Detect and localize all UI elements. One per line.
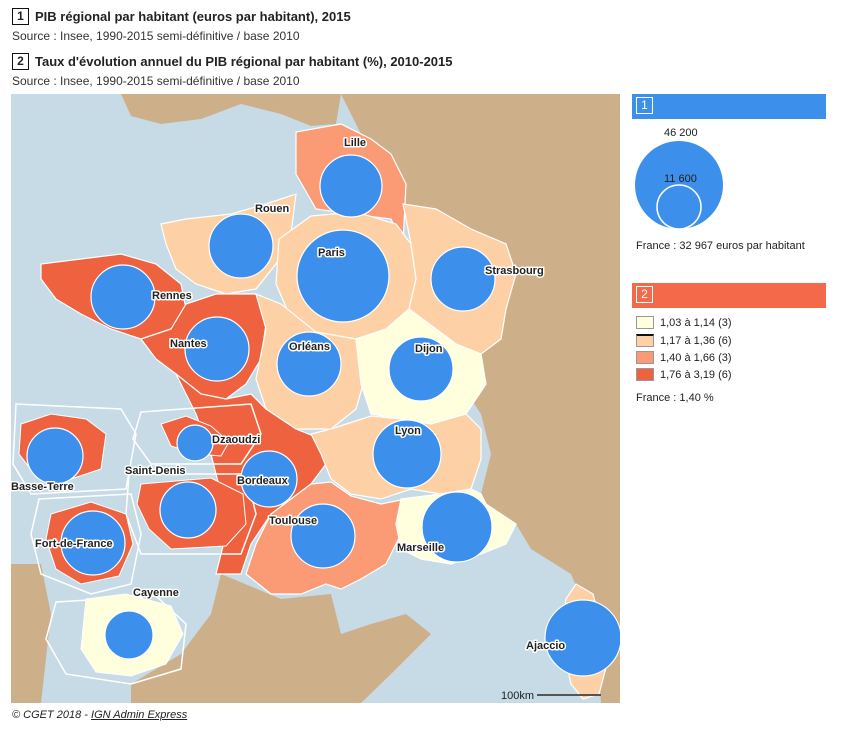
gdp-circle-9[interactable] bbox=[372, 419, 442, 489]
gdp-circle-3[interactable] bbox=[296, 229, 390, 323]
scale-label: 100km bbox=[501, 690, 534, 702]
city-label-5: Rennes bbox=[152, 290, 192, 302]
gdp-circle-17[interactable] bbox=[60, 510, 126, 576]
city-label-17: Fort-de-France bbox=[35, 538, 113, 550]
gdp-circle-4[interactable] bbox=[430, 246, 496, 312]
gdp-circle-14[interactable] bbox=[176, 424, 214, 462]
legend2-class-1: 1,03 à 1,14 (3) bbox=[636, 316, 732, 329]
map2-title-row: 2 Taux d'évolution annuel du PIB régiona… bbox=[12, 53, 453, 70]
gdp-circle-13[interactable] bbox=[544, 599, 620, 677]
legend2-number: 2 bbox=[636, 286, 653, 303]
gdp-circle-18[interactable] bbox=[104, 610, 154, 660]
land-spain bbox=[131, 574, 431, 703]
gdp-circle-15[interactable] bbox=[159, 481, 217, 539]
legend1-header: 1 bbox=[632, 94, 826, 119]
gdp-circle-7[interactable] bbox=[276, 331, 342, 397]
gdp-circle-12[interactable] bbox=[421, 491, 493, 563]
map-canvas[interactable]: Lille Rouen Paris Strasbourg Rennes Nantes Orl… bbox=[11, 94, 620, 703]
legend2-class-2: 1,17 à 1,36 (6) bbox=[636, 334, 732, 347]
label-layer: Lille Rouen Paris Strasbourg Rennes Nantes Orl… bbox=[11, 136, 567, 654]
city-label-9: Lyon bbox=[395, 425, 421, 437]
land-north bbox=[121, 94, 341, 126]
inset-frame-martinique bbox=[30, 493, 142, 595]
gdp-circle-10[interactable] bbox=[240, 450, 298, 508]
legend2-label-2: 1,17 à 1,36 (6) bbox=[660, 334, 732, 347]
city-label-2: Rouen bbox=[255, 203, 290, 215]
inset-frame-mayotte bbox=[132, 403, 262, 465]
map1-source: Source : Insee, 1990-2015 semi-définitiv… bbox=[12, 29, 300, 43]
gdp-circle-11[interactable] bbox=[290, 503, 356, 569]
city-label-4: Strasbourg bbox=[485, 265, 544, 277]
gdp-circle-16[interactable] bbox=[26, 427, 84, 485]
legend2-france-note: France : 1,40 % bbox=[636, 392, 714, 404]
gdp-circle-2[interactable] bbox=[208, 213, 274, 279]
gdp-circle-5[interactable] bbox=[90, 264, 156, 330]
legend2-label-4: 1,76 à 3,19 (6) bbox=[660, 368, 732, 381]
map1-number: 1 bbox=[12, 8, 29, 25]
legend1-number: 1 bbox=[636, 97, 653, 114]
legend2-label-3: 1,40 à 1,66 (3) bbox=[660, 351, 732, 364]
legend2-swatch-2 bbox=[636, 334, 654, 347]
legend2-class-4: 1,76 à 3,19 (6) bbox=[636, 368, 732, 381]
legend1-big-value: 46 200 bbox=[664, 127, 698, 139]
legend2-swatch-4 bbox=[636, 368, 654, 381]
city-label-10: Bordeaux bbox=[237, 475, 289, 487]
land-east bbox=[341, 94, 620, 703]
city-label-16: Basse-Terre bbox=[11, 481, 74, 493]
legend2-label-1: 1,03 à 1,14 (3) bbox=[660, 316, 732, 329]
city-label-3: Paris bbox=[318, 247, 345, 259]
legend2-header: 2 bbox=[632, 283, 826, 308]
city-label-1: Lille bbox=[344, 137, 366, 149]
footer: © CGET 2018 - IGN Admin Express bbox=[12, 709, 187, 721]
city-label-15: Saint-Denis bbox=[125, 465, 186, 477]
city-label-18: Cayenne bbox=[133, 587, 179, 599]
map1-title-row: 1 PIB régional par habitant (euros par h… bbox=[12, 8, 351, 25]
inset-frame-guadeloupe bbox=[12, 403, 137, 495]
legend1-small-value: 11 600 bbox=[664, 173, 697, 185]
city-label-7: Orléans bbox=[289, 341, 330, 353]
legend1-small-circle bbox=[656, 184, 702, 230]
city-label-11: Toulouse bbox=[269, 515, 317, 527]
city-label-8: Dijon bbox=[415, 343, 443, 355]
legend2-swatch-1 bbox=[636, 316, 654, 329]
city-label-12: Marseille bbox=[397, 542, 444, 554]
city-label-6: Nantes bbox=[170, 338, 207, 350]
gdp-circle-8[interactable] bbox=[388, 336, 454, 402]
gdp-circle-6[interactable] bbox=[184, 316, 250, 382]
land-africa bbox=[11, 564, 51, 703]
legend2-swatch-3 bbox=[636, 351, 654, 364]
footer-link[interactable]: IGN Admin Express bbox=[91, 709, 188, 721]
city-label-14: Dzaoudzi bbox=[212, 434, 260, 446]
legend1-france-note: France : 32 967 euros par habitant bbox=[636, 240, 805, 252]
gdp-circle-1[interactable] bbox=[319, 154, 383, 218]
city-label-13: Ajaccio bbox=[526, 640, 565, 652]
map2-number: 2 bbox=[12, 53, 29, 70]
map2-title: Taux d'évolution annuel du PIB régional … bbox=[35, 54, 453, 69]
legend1-circles: 46 200 11 600 bbox=[635, 127, 723, 230]
inset-frame-guyane bbox=[45, 595, 187, 685]
map1-title: PIB régional par habitant (euros par hab… bbox=[35, 9, 351, 24]
circle-layer bbox=[26, 154, 620, 677]
legend2-class-3: 1,40 à 1,66 (3) bbox=[636, 351, 732, 364]
footer-credit: © CGET 2018 - bbox=[12, 709, 92, 721]
map2-source: Source : Insee, 1990-2015 semi-définitiv… bbox=[12, 74, 300, 88]
